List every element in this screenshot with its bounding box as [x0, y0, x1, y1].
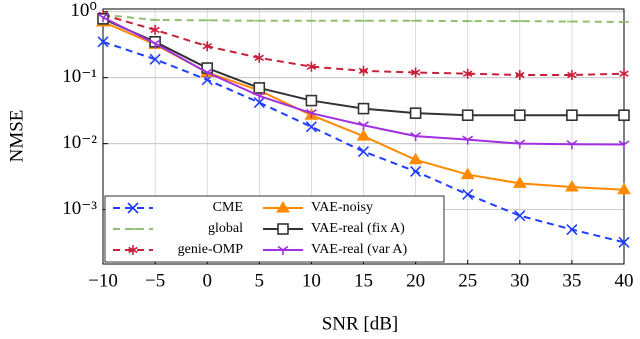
marker [512, 176, 527, 188]
x-tick-label: 25 [458, 270, 477, 291]
x-tick-label: 40 [615, 270, 634, 291]
marker [97, 36, 109, 48]
x-tick-label: −5 [145, 270, 165, 291]
y-tick-label: 10⁻² [62, 132, 97, 153]
marker [358, 121, 369, 131]
series-line [102, 13, 625, 23]
marker [128, 245, 138, 255]
legend-label: genie-OMP [178, 242, 244, 257]
marker [253, 96, 265, 109]
marker [514, 139, 526, 149]
marker [277, 245, 289, 255]
marker [150, 24, 160, 35]
marker [460, 167, 475, 180]
marker [566, 109, 578, 122]
marker [618, 236, 630, 248]
marker [410, 132, 422, 142]
marker [410, 165, 422, 177]
marker [514, 210, 526, 222]
legend-label: VAE-noisy [311, 200, 373, 215]
marker [565, 180, 579, 192]
x-tick-label: 15 [354, 270, 373, 291]
marker [149, 53, 161, 65]
marker [566, 140, 578, 150]
marker [149, 39, 161, 49]
x-tick-label: 5 [255, 270, 265, 291]
marker [97, 13, 109, 23]
marker [305, 94, 318, 107]
legend: CME global genie-OMP VAE-noisy VAE-real (fix… [104, 195, 445, 263]
marker [357, 145, 370, 158]
marker [358, 65, 369, 76]
marker [201, 68, 213, 78]
y-axis-label: NMSE [6, 110, 27, 163]
legend-label: CME [213, 200, 243, 215]
marker [356, 129, 371, 141]
marker [617, 182, 631, 195]
marker [462, 135, 474, 145]
plot-frame [102, 8, 625, 265]
marker [202, 41, 212, 52]
marker [305, 109, 317, 119]
marker [253, 82, 266, 94]
marker [515, 69, 525, 80]
marker [254, 52, 265, 63]
marker [127, 202, 139, 214]
marker [253, 91, 265, 101]
x-tick-label: 10 [302, 270, 321, 291]
legend-label: VAE-real (var A) [311, 242, 407, 257]
x-tick-label: 0 [202, 270, 212, 291]
x-tick-label: 35 [562, 270, 581, 291]
marker [305, 121, 317, 133]
y-tick-label: 10⁻³ [62, 198, 97, 219]
marker [513, 109, 526, 122]
marker [461, 109, 474, 122]
marker [618, 140, 630, 150]
x-axis-label: SNR [dB] [322, 313, 399, 334]
marker [276, 201, 290, 213]
y-tick-label: 10⁻¹ [62, 66, 97, 87]
marker [306, 61, 317, 72]
x-tick-label: 20 [406, 270, 425, 291]
marker [618, 109, 630, 122]
marker [357, 102, 370, 115]
marker [408, 152, 423, 165]
x-tick-label: −10 [88, 270, 118, 291]
legend-label: global [208, 221, 243, 236]
marker [277, 223, 289, 235]
marker [566, 223, 578, 236]
y-tick-label: 10⁰ [70, 0, 97, 21]
marker [409, 107, 422, 119]
marker [462, 68, 473, 79]
marker [410, 67, 421, 78]
x-tick-label: 30 [510, 270, 529, 291]
legend-label: VAE-real (fix A) [311, 221, 405, 236]
marker [462, 188, 474, 201]
marker [619, 68, 629, 79]
marker [567, 69, 577, 80]
